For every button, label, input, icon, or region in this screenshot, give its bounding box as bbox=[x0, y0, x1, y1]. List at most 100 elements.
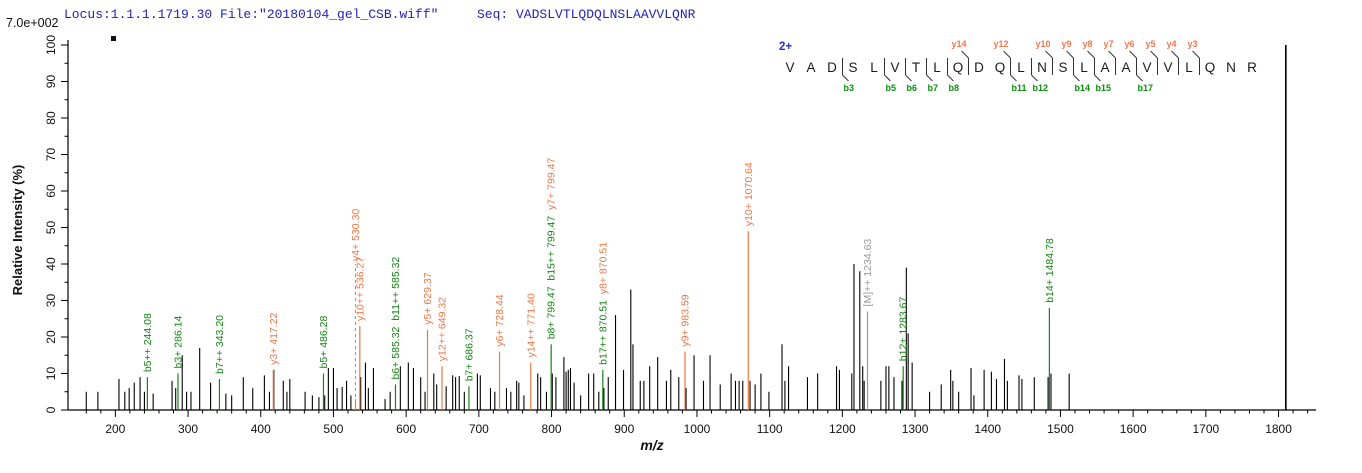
x-tick-label: 1700 bbox=[1192, 422, 1219, 436]
x-tick-label: 1100 bbox=[757, 422, 783, 436]
residue-letter: V bbox=[890, 60, 899, 75]
residue-letter: S bbox=[848, 60, 857, 75]
residue-letter: A bbox=[1121, 60, 1130, 75]
marker-square bbox=[111, 36, 116, 41]
y-ion-tag: y10 bbox=[1035, 39, 1050, 49]
residue-letter: R bbox=[1247, 60, 1257, 75]
ion-label: y10+ 1070.64 bbox=[743, 162, 755, 226]
y-tick-label: 10 bbox=[44, 367, 58, 381]
axis-ticks: 200 300 400 500 600 700 800 900 1000 1100 1200 1300… bbox=[44, 35, 1309, 436]
x-tick-label: 700 bbox=[469, 422, 489, 436]
residue-letter: D bbox=[827, 60, 837, 75]
y-ion-tag: y6 bbox=[1124, 39, 1134, 49]
y-ion-tag: y14 bbox=[951, 39, 966, 49]
sequence-header-label: Seq: VADSLVTLQDQLNSLAAVVLQNR bbox=[477, 7, 696, 22]
b-ion-bracket bbox=[1073, 74, 1080, 82]
residue-letter: L bbox=[1080, 60, 1088, 75]
b-ion-bracket bbox=[1094, 74, 1101, 82]
b-ion-bracket bbox=[947, 74, 954, 82]
ion-label: b17++ 870.51 y8+ 870.51 bbox=[597, 242, 609, 365]
ion-label: b7++ 343.20 bbox=[214, 315, 226, 374]
y-ion-bracket bbox=[961, 50, 969, 59]
y-ion-bracket bbox=[1150, 50, 1158, 59]
y-ion-bracket bbox=[1129, 50, 1137, 59]
b-ion-bracket bbox=[926, 74, 933, 82]
ion-label: b12+ 1283.67 bbox=[898, 297, 910, 362]
y-tick-label: 0 bbox=[44, 406, 58, 413]
residue-letter: A bbox=[806, 60, 815, 75]
x-tick-label: 1400 bbox=[974, 422, 1001, 436]
locus-file-label: Locus:1.1.1.1719.30 File:"20180104_gel_C… bbox=[64, 7, 438, 22]
ion-label: [M]++ 1234.63 bbox=[862, 239, 874, 307]
y-ion-bracket bbox=[1087, 50, 1095, 59]
residue-letter: A bbox=[1100, 60, 1109, 75]
b-ion-tag: b12 bbox=[1033, 83, 1049, 93]
y-ion-tag: y4 bbox=[1166, 39, 1176, 49]
y-tick-label: 90 bbox=[44, 75, 58, 89]
b-ion-tag: b14 bbox=[1075, 83, 1091, 93]
y-ion-tag: y9 bbox=[1061, 39, 1071, 49]
y-ion-bracket bbox=[1045, 50, 1053, 59]
residue-letter: D bbox=[974, 60, 984, 75]
x-tick-label: 1300 bbox=[902, 422, 929, 436]
precursor-charge-label: 2+ bbox=[779, 41, 792, 53]
ion-label: b5+ 486.28 bbox=[318, 315, 330, 368]
residue-letter: N bbox=[1037, 60, 1047, 75]
y-tick-label: 100 bbox=[44, 35, 58, 55]
y-ion-tag: y5 bbox=[1145, 39, 1155, 49]
x-tick-label: 400 bbox=[251, 422, 271, 436]
x-tick-label: 1200 bbox=[829, 422, 856, 436]
ion-label: b5++ 244.08 bbox=[142, 313, 154, 372]
b-ion-tag: b6 bbox=[907, 83, 918, 93]
y-tick-label: 30 bbox=[44, 294, 58, 308]
residue-letter: V bbox=[1142, 60, 1151, 75]
residue-letter: V bbox=[1163, 60, 1172, 75]
b-ion-bracket bbox=[842, 74, 849, 82]
ion-label: y14++ 771.40 bbox=[525, 293, 537, 357]
b-ion-tag: b17 bbox=[1138, 83, 1154, 93]
x-tick-label: 1000 bbox=[684, 422, 711, 436]
y-tick-label: 20 bbox=[44, 330, 58, 344]
b-ion-tag: b5 bbox=[886, 83, 897, 93]
ion-label: y6+ 728.44 bbox=[494, 294, 506, 346]
y-tick-label: 50 bbox=[44, 221, 58, 235]
ion-label: b3+ 286.14 bbox=[172, 315, 184, 368]
y-ion-bracket bbox=[1108, 50, 1116, 59]
x-tick-label: 600 bbox=[396, 422, 416, 436]
y-ion-tag: y12 bbox=[993, 39, 1008, 49]
intensity-scale-label: 7.0e+002 bbox=[6, 16, 59, 30]
y-tick-label: 70 bbox=[44, 148, 58, 162]
residue-letter: L bbox=[870, 60, 878, 75]
x-tick-label: 1800 bbox=[1265, 422, 1292, 436]
x-tick-label: 900 bbox=[614, 422, 634, 436]
y-ion-bracket bbox=[1066, 50, 1074, 59]
spectrum-peaks bbox=[85, 45, 1287, 410]
residue-letter: N bbox=[1226, 60, 1236, 75]
y-ion-bracket bbox=[1003, 50, 1011, 59]
y-ion-bracket bbox=[1171, 50, 1179, 59]
b-ion-bracket bbox=[1031, 74, 1038, 82]
x-axis-title: m/z bbox=[640, 437, 663, 453]
x-tick-label: 500 bbox=[323, 422, 343, 436]
ion-label: y9+ 983.59 bbox=[680, 294, 692, 346]
b-ion-bracket bbox=[1136, 74, 1143, 82]
y-ion-tag: y7 bbox=[1103, 39, 1113, 49]
residue-letter: T bbox=[912, 60, 920, 75]
residue-letter: Q bbox=[995, 60, 1006, 75]
ion-label: b7+ 686.37 bbox=[463, 328, 475, 381]
residue-letter: L bbox=[1185, 60, 1193, 75]
ion-label: b8+ 799.47 b15++ 799.47 y7+ 799.47 bbox=[546, 158, 558, 340]
ion-label: y3+ 417.22 bbox=[268, 312, 280, 364]
b-ion-bracket bbox=[884, 74, 891, 82]
residue-letter: V bbox=[785, 60, 794, 75]
ion-label: y10++ 536.27 bbox=[354, 257, 366, 321]
x-tick-label: 1500 bbox=[1047, 422, 1074, 436]
b-ion-tag: b7 bbox=[928, 83, 939, 93]
x-tick-label: 200 bbox=[105, 422, 125, 436]
y-tick-label: 60 bbox=[44, 184, 58, 198]
residue-letter: Q bbox=[1205, 60, 1216, 75]
x-tick-label: 1600 bbox=[1120, 422, 1147, 436]
